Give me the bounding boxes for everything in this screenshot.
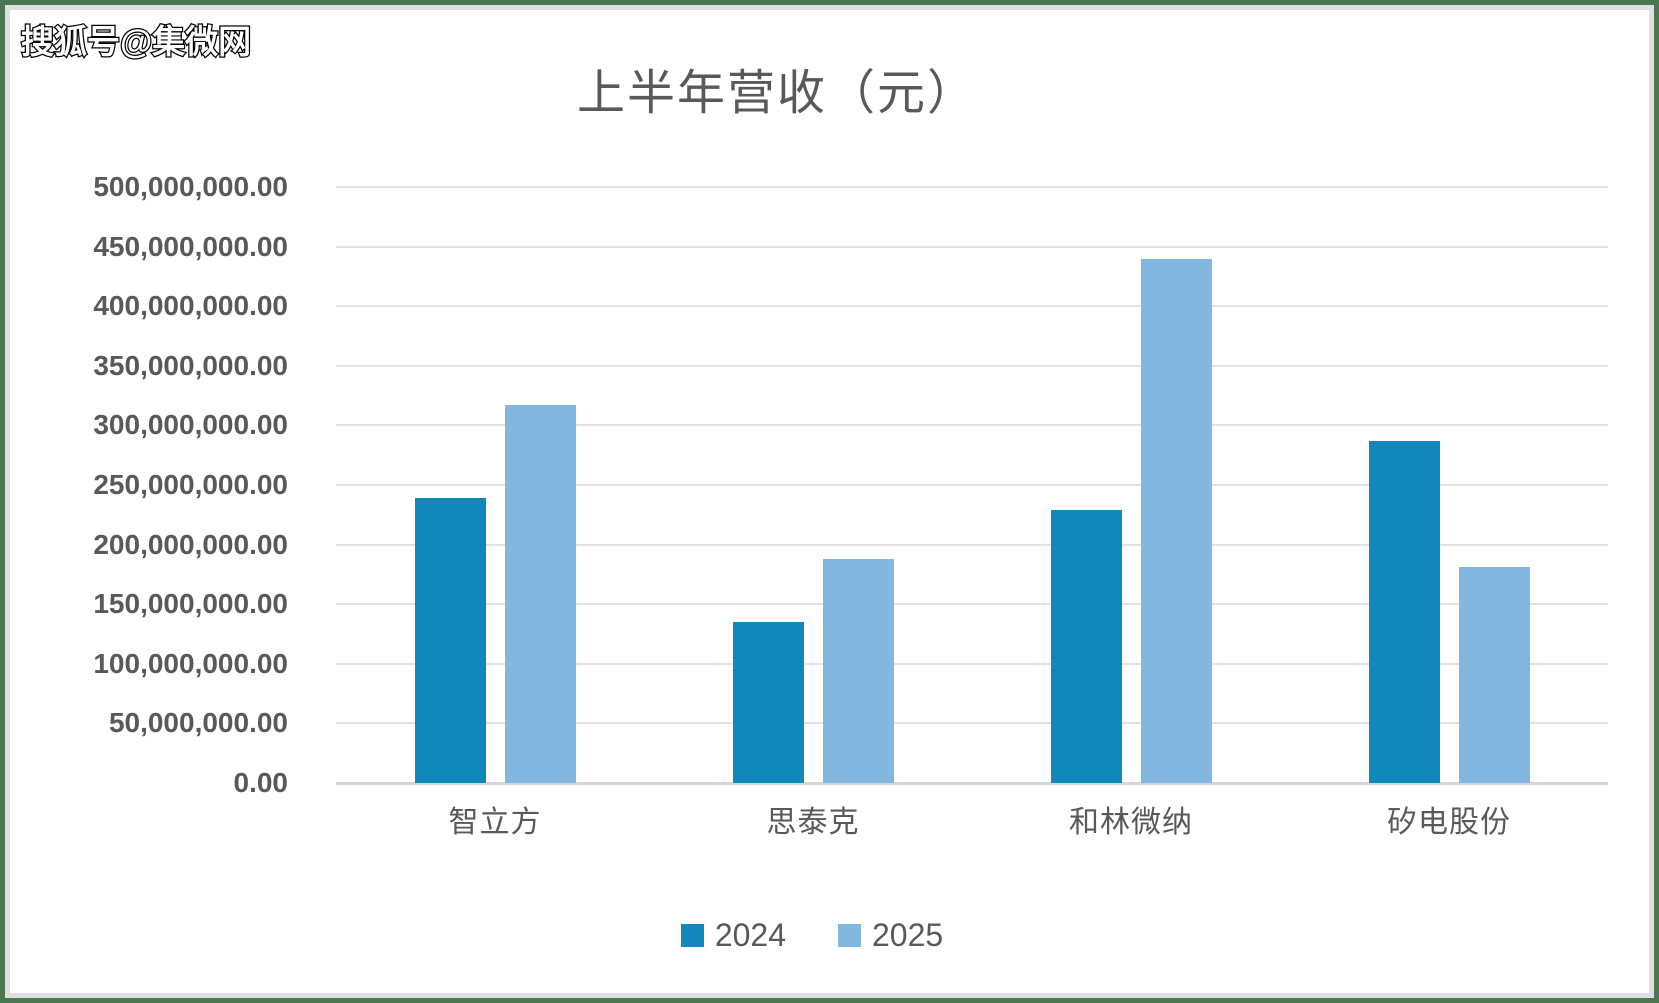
y-axis-tick-label: 100,000,000.00 (93, 647, 288, 679)
x-axis-category-label: 矽电股份 (1387, 806, 1511, 839)
legend-entry-2025: 2025 (838, 917, 943, 954)
y-axis-tick-label: 300,000,000.00 (93, 409, 288, 441)
bar-2025-智立方 (504, 405, 576, 783)
gridline (336, 662, 1608, 665)
y-axis-tick-label: 400,000,000.00 (93, 290, 288, 322)
gridline (336, 484, 1608, 486)
bar-2024-矽电股份 (1368, 440, 1440, 783)
legend: 2024 2025 (5, 913, 1619, 957)
legend-entry-2024: 2024 (680, 916, 786, 954)
y-axis-tick-label: 200,000,000.00 (93, 528, 288, 560)
bar-2025-矽电股份 (1458, 567, 1530, 783)
y-axis-tick-label: 50,000,000.00 (108, 707, 288, 739)
legend-label-2025: 2025 (872, 916, 944, 953)
legend-swatch-2025 (838, 923, 861, 947)
plot-area (336, 186, 1608, 785)
x-axis-line (336, 782, 1608, 785)
gridline (336, 424, 1608, 427)
y-axis-tick-label: 250,000,000.00 (93, 469, 288, 500)
y-axis-tick-label: 150,000,000.00 (93, 588, 288, 620)
y-axis-tick-label: 350,000,000.00 (93, 349, 288, 381)
bar-2025-和林微纳 (1140, 258, 1212, 783)
gridline (336, 186, 1608, 188)
bar-2025-思泰克 (822, 558, 894, 783)
bar-2024-思泰克 (732, 622, 804, 783)
gridline (336, 603, 1608, 606)
y-axis-tick-label: 0.00 (233, 767, 289, 798)
legend-swatch-2024 (680, 923, 704, 947)
chart-title: 上半年营收（元） (576, 67, 977, 120)
gridline (336, 543, 1608, 546)
y-axis-tick-label: 450,000,000.00 (93, 230, 288, 262)
gridline (336, 245, 1608, 248)
y-axis-tick-label: 500,000,000.00 (93, 171, 288, 202)
x-axis-category-label: 和林微纳 (1069, 806, 1193, 839)
gridline (336, 364, 1608, 367)
x-axis-category-label: 智立方 (448, 806, 542, 839)
bar-2024-和林微纳 (1050, 510, 1122, 783)
bar-2024-智立方 (414, 498, 486, 783)
x-axis-category-label: 思泰克 (766, 806, 860, 839)
legend-label-2024: 2024 (714, 916, 786, 953)
gridline (336, 305, 1608, 308)
gridline (336, 722, 1608, 725)
